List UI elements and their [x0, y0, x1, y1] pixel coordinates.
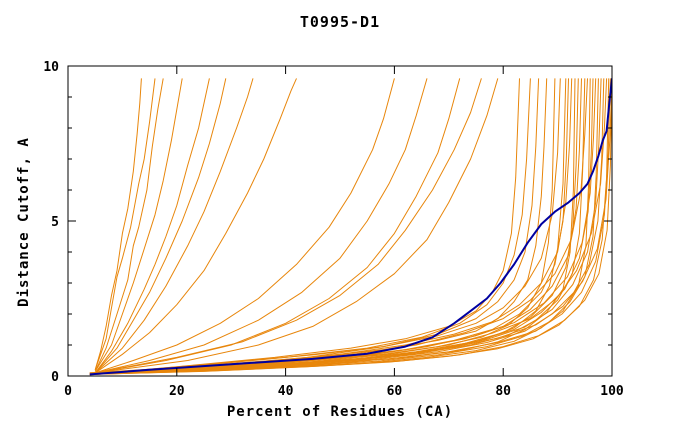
series-model-10 [95, 78, 428, 374]
series-model-09 [95, 78, 395, 374]
y-tick-label: 10 [43, 60, 59, 75]
y-tick-label: 0 [51, 370, 59, 385]
series-model-30 [89, 78, 597, 375]
series-model-23 [89, 78, 576, 375]
series-model-24 [89, 78, 579, 375]
series-model-01 [94, 78, 142, 370]
plot-border [67, 65, 613, 377]
series-model-31 [89, 78, 599, 375]
x-tick-label: 0 [64, 384, 72, 399]
chart-title: T0995-D1 [299, 13, 381, 31]
x-tick-label: 100 [600, 384, 624, 399]
series-model-04 [94, 78, 183, 372]
series-model-17 [89, 78, 548, 374]
series-model-03 [94, 78, 164, 372]
series-model-18 [89, 78, 556, 374]
series-model-06 [94, 78, 227, 374]
series-model-14 [89, 78, 520, 375]
series-model-13 [95, 78, 499, 374]
series-highlight-model [89, 78, 612, 376]
series-model-38 [89, 78, 612, 375]
series-model-36 [89, 78, 611, 375]
series-model-12 [95, 78, 482, 374]
series-model-32 [89, 78, 602, 375]
x-axis-label: Percent of Residues (CA) [226, 404, 454, 420]
series-model-05 [94, 78, 210, 374]
x-tick-label: 80 [495, 384, 511, 399]
series-model-07 [94, 78, 254, 374]
series-model-35 [89, 78, 610, 375]
series-model-19 [89, 78, 561, 374]
series-model-33 [89, 78, 605, 375]
series-model-08 [94, 78, 297, 374]
y-tick-label: 5 [51, 215, 59, 230]
series-model-20 [89, 78, 567, 375]
series-model-26 [89, 78, 586, 375]
x-tick-label: 20 [169, 384, 185, 399]
series-model-02 [94, 78, 156, 370]
series-model-34 [89, 78, 608, 375]
x-tick-label: 60 [387, 384, 403, 399]
x-tick-label: 40 [278, 384, 294, 399]
series-model-37 [89, 78, 612, 375]
